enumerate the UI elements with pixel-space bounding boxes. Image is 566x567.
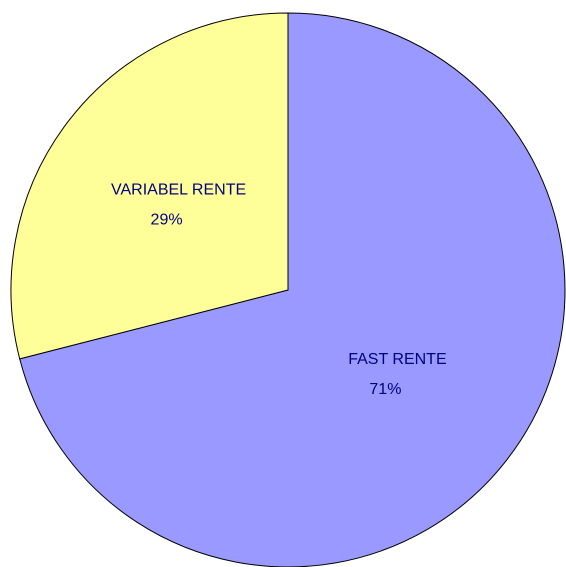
slice-value-label: 71% — [369, 381, 401, 398]
pie-slice — [19, 12, 566, 567]
slice-label: VARIABEL RENTE — [111, 181, 246, 198]
slice-label: FAST RENTE — [348, 351, 446, 368]
slice-value-label: 29% — [151, 211, 183, 228]
pie-slice — [10, 12, 289, 360]
